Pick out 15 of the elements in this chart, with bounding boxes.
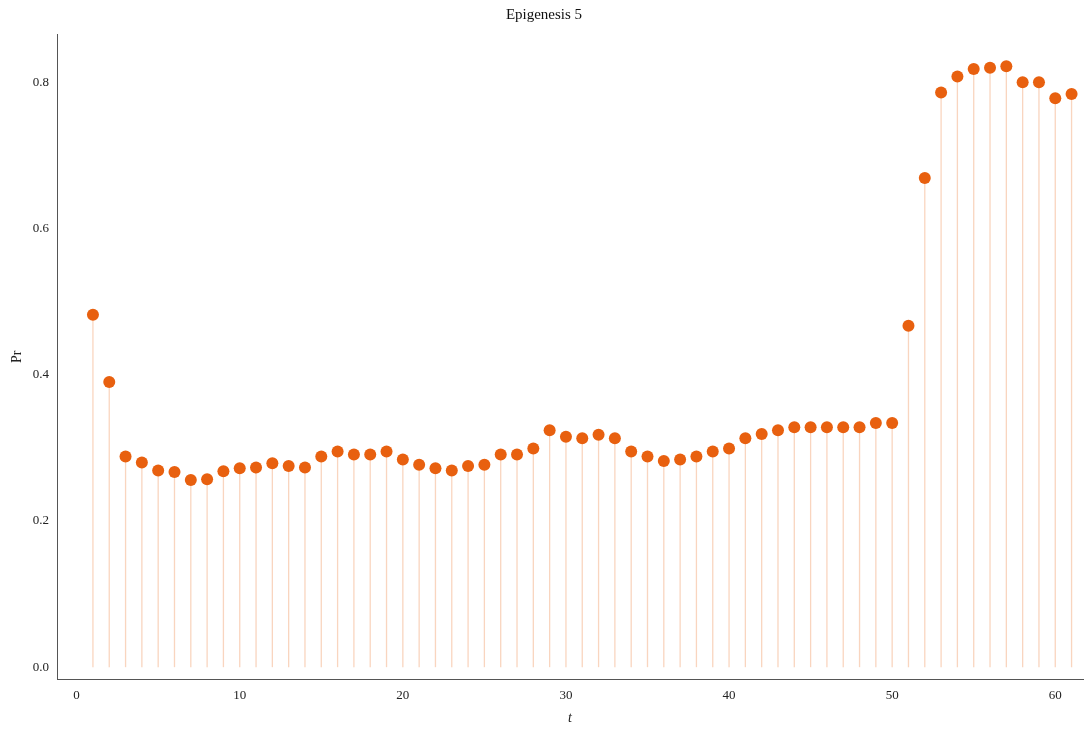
chart-title: Epigenesis 5 <box>505 5 583 22</box>
x-tick-label: 40 <box>722 686 736 702</box>
y-tick-label: 0.2 <box>32 512 50 528</box>
x-tick-label: 30 <box>559 686 573 702</box>
x-tick-label: 20 <box>396 686 410 702</box>
y-tick-label: 0.6 <box>32 219 50 235</box>
x-axis-title: t <box>568 710 574 726</box>
x-tick-label: 10 <box>233 686 247 702</box>
y-tick-label: 0.8 <box>32 73 50 89</box>
y-axis-title: Pr <box>9 350 25 364</box>
y-tick-label: 0.0 <box>32 658 50 674</box>
x-tick-label: 60 <box>1048 686 1062 702</box>
x-tick-label: 0 <box>73 686 80 702</box>
y-tick-label: 0.4 <box>32 366 50 382</box>
x-tick-label: 50 <box>885 686 899 702</box>
